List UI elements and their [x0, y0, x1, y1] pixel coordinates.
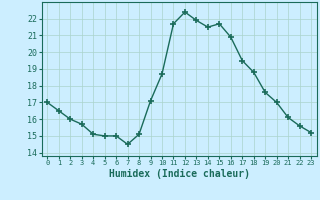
X-axis label: Humidex (Indice chaleur): Humidex (Indice chaleur)	[109, 169, 250, 179]
